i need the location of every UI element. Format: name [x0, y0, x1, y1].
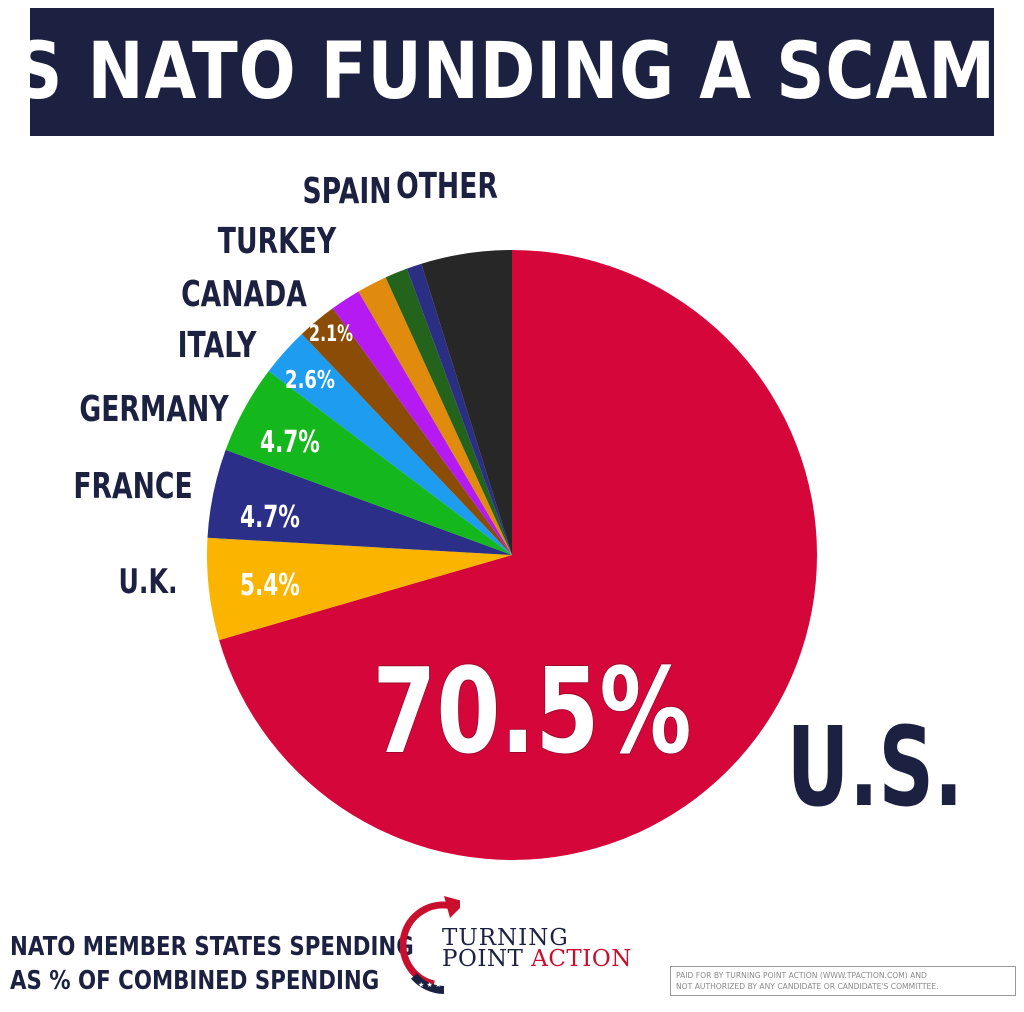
pie-slice-unlabeled-9 — [406, 263, 512, 555]
data-label-france: 4.7% — [240, 501, 300, 535]
disclaimer-line-2: NOT AUTHORIZED BY ANY CANDIDATE OR CANDI… — [676, 982, 939, 991]
legend-label-u-k: U.K. — [118, 562, 177, 602]
pie-slice-u-k — [207, 537, 512, 641]
data-label-germany: 4.7% — [260, 426, 320, 460]
pie-slice-germany — [225, 371, 513, 555]
logo-arrow-icon: ★ ★ ★ — [400, 896, 460, 994]
data-label-italy: 2.6% — [285, 366, 335, 395]
disclaimer-line-1: PAID FOR BY TURNING POINT ACTION (WWW.TP… — [676, 971, 927, 980]
svg-text:★ ★ ★: ★ ★ ★ — [418, 981, 441, 989]
pie-slice-spain — [358, 277, 512, 555]
legend-label-germany: GERMANY — [79, 389, 229, 430]
pie-slice-turkey — [332, 291, 512, 555]
pie-slice-france — [207, 449, 512, 555]
logo-text-action: ACTION — [531, 946, 632, 972]
legend-label-italy: ITALY — [178, 325, 258, 366]
legend-label-france: FRANCE — [73, 466, 192, 507]
pie-slice-other — [421, 250, 512, 555]
chart-caption: NATO MEMBER STATES SPENDING AS % OF COMB… — [10, 930, 414, 998]
pie-slice-canada — [301, 308, 512, 555]
caption-line-1: NATO MEMBER STATES SPENDING — [10, 932, 414, 962]
legend-label-turkey: TURKEY — [218, 221, 337, 262]
data-label-u-s: 70.5% — [372, 643, 691, 780]
logo-text-point: POINT — [442, 946, 532, 972]
logo-text-line-2: POINT ACTION — [442, 946, 632, 972]
legend-label-u-s: U.S. — [787, 704, 963, 831]
pie-slice-unlabeled-8 — [385, 268, 512, 555]
legend-label-other: OTHER — [396, 166, 498, 207]
legend-label-canada: CANADA — [181, 274, 307, 315]
caption-line-2: AS % OF COMBINED SPENDING — [10, 966, 380, 996]
turning-point-action-logo: ★ ★ ★ TURNING POINT ACTION — [400, 888, 640, 998]
data-label-u-k: 5.4% — [240, 569, 300, 603]
data-label-canada: 2.1% — [309, 320, 353, 346]
pie-slice-italy — [268, 333, 512, 555]
logo-text-line-1: TURNING — [442, 925, 569, 951]
disclaimer-box: PAID FOR BY TURNING POINT ACTION (WWW.TP… — [670, 966, 1016, 996]
pie-slice-u-s — [219, 250, 817, 861]
legend-label-spain: SPAIN — [302, 171, 391, 212]
title-bar: IS NATO FUNDING A SCAM? — [0, 8, 1024, 136]
page-title: IS NATO FUNDING A SCAM? — [0, 27, 1024, 117]
